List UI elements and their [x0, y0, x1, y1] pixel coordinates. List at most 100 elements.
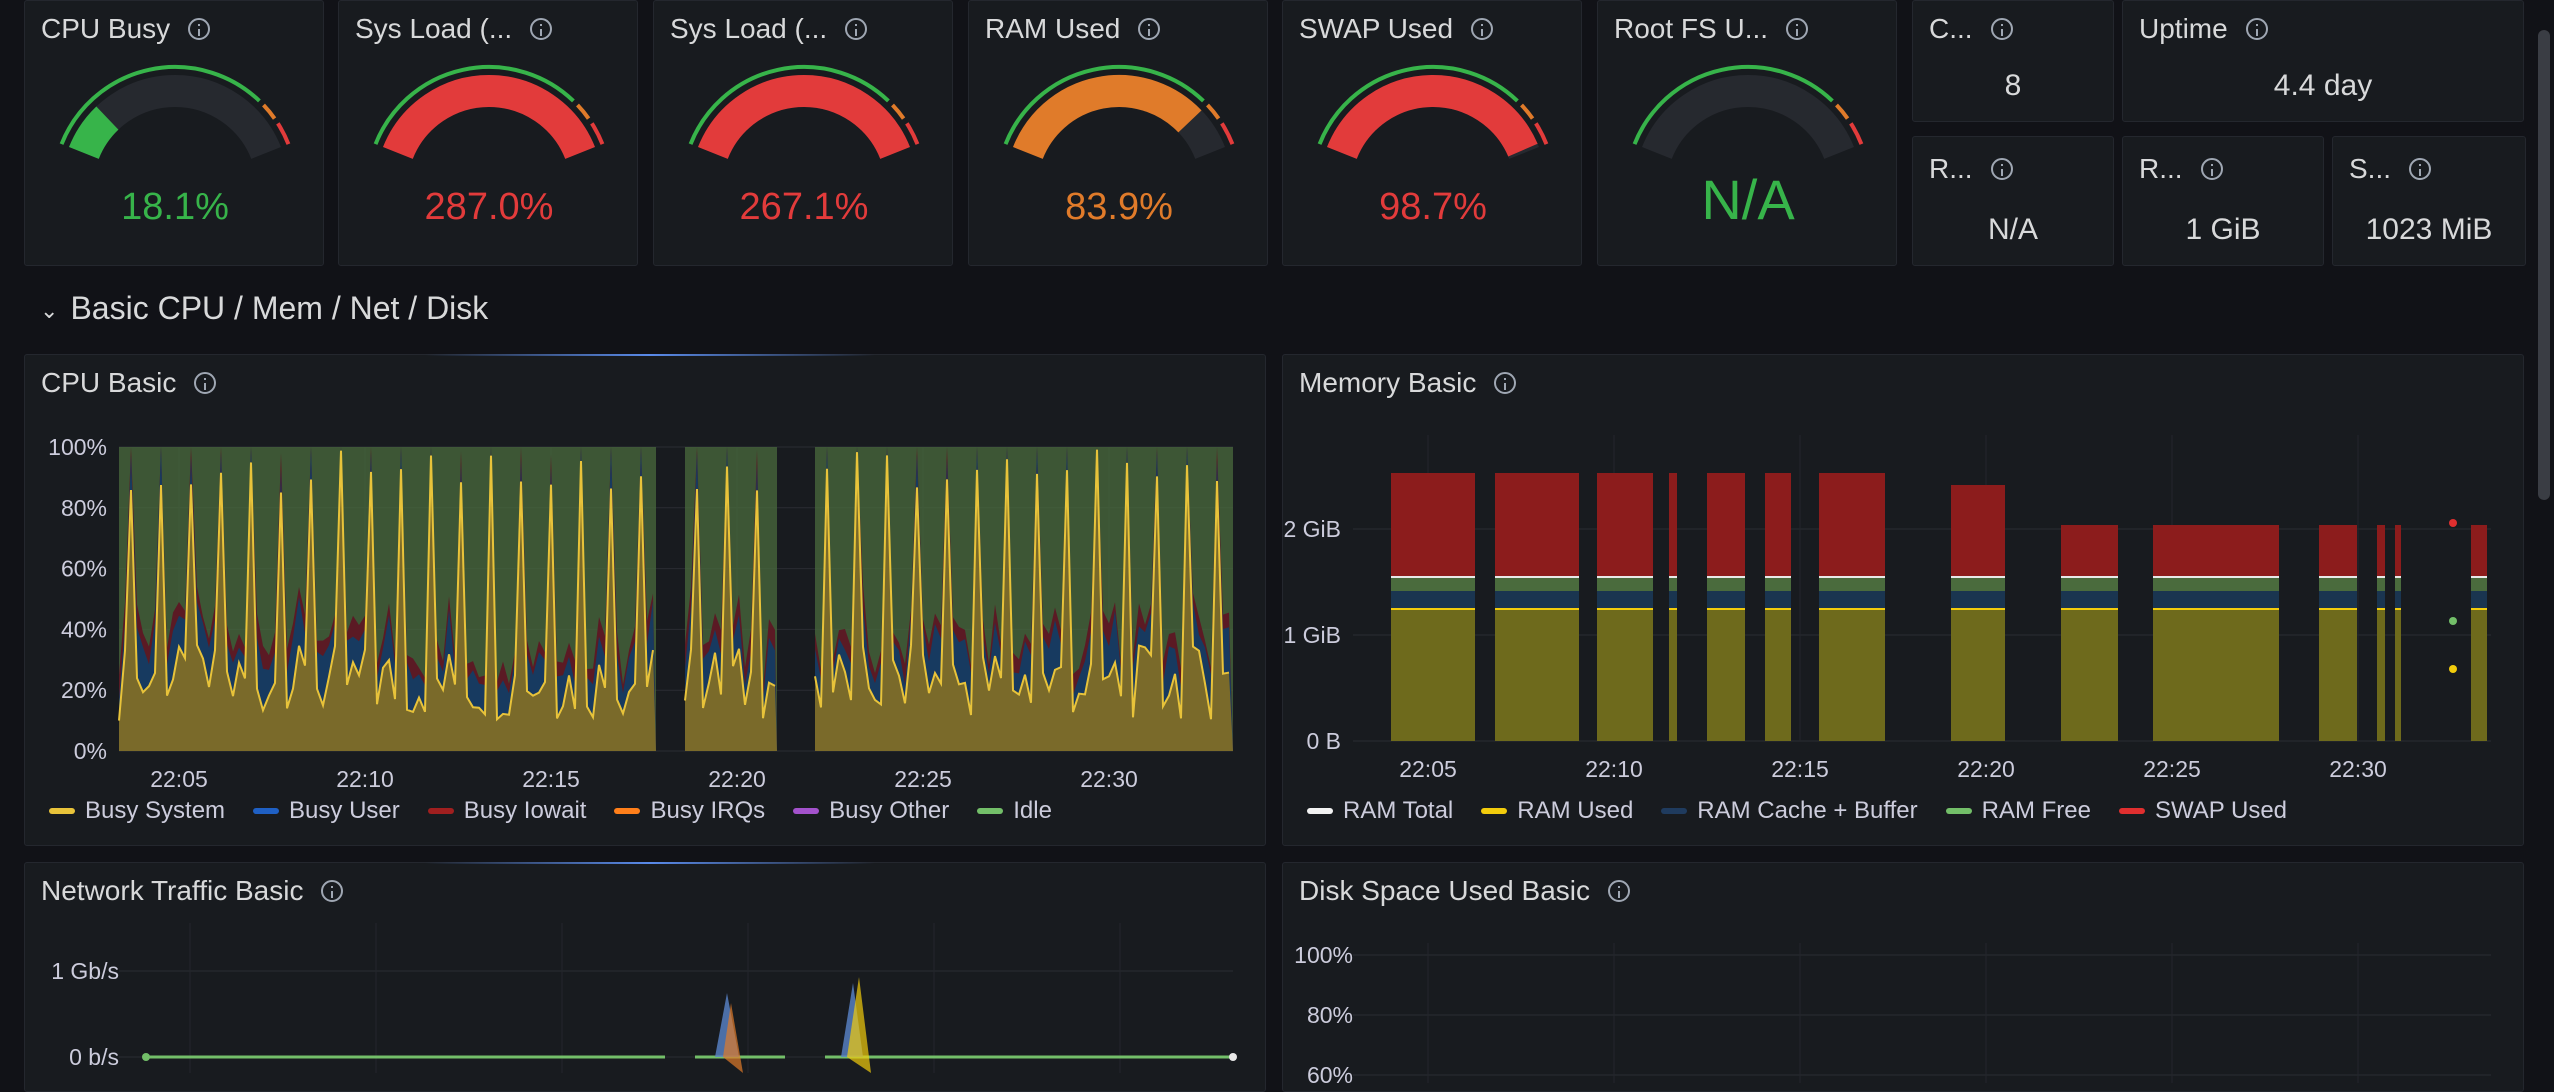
cpu-legend: Busy System Busy User Busy Iowait Busy IRQs…: [49, 797, 1052, 825]
legend-item[interactable]: Busy Other: [793, 797, 949, 825]
info-icon[interactable]: [1471, 18, 1494, 40]
cpu-basic-panel[interactable]: CPU Basic 100% 80% 60% 40% 20% 0% 22:05 22:10 22…: [24, 354, 1266, 846]
gauge-fill: [69, 106, 119, 160]
ram-used-area: [1391, 609, 1475, 741]
ram-cache-area: [2319, 591, 2357, 609]
ram-used-area: [2377, 609, 2385, 741]
info-icon[interactable]: [1494, 372, 1517, 394]
info-icon[interactable]: [1608, 880, 1631, 902]
info-icon[interactable]: [2245, 18, 2268, 40]
legend-label: Busy Iowait: [463, 797, 587, 824]
legend-label: RAM Used: [1517, 797, 1634, 824]
legend-item[interactable]: Busy System: [49, 797, 225, 825]
gauge-svg: 287.0%: [373, 65, 605, 228]
disk-chart[interactable]: 100% 80% 60%: [1283, 903, 2523, 1083]
stat-panel-cores[interactable]: C... 8: [1912, 0, 2114, 122]
ram-used-area: [1597, 609, 1653, 741]
ram-used-area: [2153, 609, 2279, 741]
legend-item[interactable]: Busy IRQs: [614, 797, 765, 825]
info-icon[interactable]: [2409, 158, 2432, 180]
info-icon[interactable]: [1138, 18, 1161, 40]
swap-used-area: [1597, 473, 1653, 577]
section-row-header[interactable]: ⌄ Basic CPU / Mem / Net / Disk: [40, 290, 488, 327]
memory-basic-chart[interactable]: 2 GiB 1 GiB 0 B 22:05 22:10 22:15 22:20 22:25 22…: [1283, 395, 2523, 825]
info-icon[interactable]: [530, 18, 553, 40]
data-point: [2449, 665, 2457, 673]
swap-used-area: [1765, 473, 1791, 577]
gauge-fill: [383, 75, 595, 160]
panel-loading-bar: [425, 862, 875, 864]
gauge-panel[interactable]: RAM Used 83.9%: [968, 0, 1268, 266]
x-tick-label: 22:30: [2329, 756, 2387, 782]
gauge-fill: [1327, 75, 1538, 160]
stat-panel-uptime[interactable]: Uptime 4.4 day: [2122, 0, 2524, 122]
ram-free-area: [1391, 577, 1475, 591]
gauge-svg: 18.1%: [59, 65, 291, 228]
y-tick-label: 1 GiB: [1283, 622, 1341, 648]
x-tick-label: 22:10: [336, 766, 394, 792]
legend-swatch: [614, 808, 641, 814]
legend-item[interactable]: RAM Used: [1481, 797, 1633, 825]
info-icon[interactable]: [1990, 158, 2013, 180]
threshold-red: [590, 122, 605, 145]
x-tick-label: 22:15: [522, 766, 580, 792]
memory-basic-panel[interactable]: Memory Basic 2 GiB 1 GiB 0 B 22:05 22:10 22:1…: [1282, 354, 2524, 846]
stat-value: 1 GiB: [2185, 213, 2261, 246]
gauge-fill: [698, 75, 910, 160]
threshold-green: [1003, 65, 1205, 145]
disk-space-panel[interactable]: Disk Space Used Basic 100% 80% 60%: [1282, 862, 2524, 1092]
swap-used-area: [2153, 525, 2279, 577]
chevron-down-icon[interactable]: ⌄: [40, 297, 59, 323]
y-tick-label: 100%: [48, 434, 107, 460]
info-icon[interactable]: [321, 880, 344, 902]
data-point: [2449, 519, 2457, 527]
network-traffic-panel[interactable]: Network Traffic Basic 1 Gb/s 0 b/s: [24, 862, 1266, 1092]
traffic-spike: [723, 1003, 743, 1073]
panel-loading-bar: [425, 354, 875, 356]
stat-value: 8: [2004, 69, 2022, 102]
system-line: [118, 450, 654, 722]
legend-swatch: [427, 808, 454, 814]
stat-panel-ram-total[interactable]: R... N/A: [1912, 136, 2114, 266]
ram-free-area: [2061, 577, 2118, 591]
gauge-panel[interactable]: CPU Busy 18.1%: [24, 0, 324, 266]
info-icon[interactable]: [2200, 158, 2223, 180]
legend-item[interactable]: RAM Cache + Buffer: [1661, 797, 1918, 825]
stat-panel-swap[interactable]: S... 1023 MiB: [2332, 136, 2526, 266]
gauge-panel[interactable]: Root FS U... N/A: [1597, 0, 1897, 266]
legend-item[interactable]: Idle: [977, 797, 1052, 825]
legend-item[interactable]: RAM Free: [1945, 797, 2091, 825]
info-icon[interactable]: [194, 372, 217, 394]
gauge-panel[interactable]: Sys Load (... 287.0%: [338, 0, 638, 266]
ram-used-area: [2061, 609, 2118, 741]
gauge-panel[interactable]: Sys Load (... 267.1%: [653, 0, 953, 266]
gauge-panel[interactable]: SWAP Used 98.7%: [1282, 0, 1582, 266]
legend-item[interactable]: Busy Iowait: [427, 797, 587, 825]
info-icon[interactable]: [1786, 18, 1809, 40]
legend-item[interactable]: Busy User: [253, 797, 400, 825]
legend-item[interactable]: RAM Total: [1307, 797, 1453, 825]
network-chart[interactable]: 1 Gb/s 0 b/s: [25, 903, 1265, 1083]
x-tick-label: 22:25: [2143, 756, 2201, 782]
ram-cache-area: [2471, 591, 2487, 609]
gauge-value: 267.1%: [740, 186, 869, 228]
ram-free-area: [1707, 577, 1745, 591]
gauge-track: [69, 75, 281, 160]
stat-panel-ram[interactable]: R... 1 GiB: [2122, 136, 2324, 266]
legend-item[interactable]: SWAP Used: [2118, 797, 2287, 825]
info-icon[interactable]: [845, 18, 868, 40]
info-icon[interactable]: [1990, 18, 2013, 40]
info-icon[interactable]: [188, 18, 211, 40]
page-scrollbar[interactable]: [2538, 30, 2550, 500]
gauge-title: CPU Busy: [41, 13, 171, 44]
swap-used-area: [1951, 485, 2005, 577]
threshold-green: [59, 65, 261, 145]
cpu-basic-chart[interactable]: 100% 80% 60% 40% 20% 0% 22:05 22:10 22:15 22:20 22…: [25, 395, 1265, 825]
y-tick-label: 100%: [1294, 942, 1353, 968]
legend-swatch: [1481, 808, 1508, 814]
x-tick-label: 22:25: [894, 766, 952, 792]
ram-free-area: [2319, 577, 2357, 591]
ram-cache-area: [1951, 591, 2005, 609]
legend-label: RAM Cache + Buffer: [1697, 797, 1918, 824]
swap-used-area: [2319, 525, 2357, 577]
